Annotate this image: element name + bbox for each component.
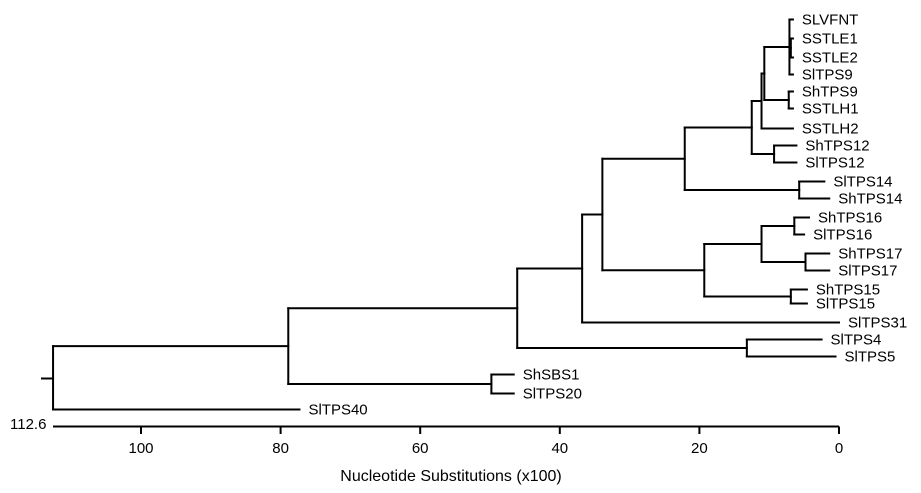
axis-tick-label: 40 xyxy=(551,440,568,457)
axis-ticks: 100 80 60 40 20 0 xyxy=(128,426,843,457)
axis-tick-label: 100 xyxy=(128,440,153,457)
leaf-label: SlTPS4 xyxy=(831,332,882,349)
leaf-label: SlTPS17 xyxy=(838,263,897,280)
axis-tick-label: 80 xyxy=(272,440,289,457)
leaf-label: ShTPS9 xyxy=(802,84,858,101)
leaf-label: ShTPS14 xyxy=(838,191,902,208)
leaf-label: SSTLH2 xyxy=(802,121,859,138)
axis-tick-label: 60 xyxy=(412,440,429,457)
leaf-label: ShTPS12 xyxy=(805,138,869,155)
leaf-label: SSTLH1 xyxy=(802,101,859,118)
leaf-label: SlTPS16 xyxy=(813,227,872,244)
axis-tick-label: 20 xyxy=(691,440,708,457)
leaf-label: SlTPS15 xyxy=(816,296,875,313)
leaf-label: SlTPS31 xyxy=(848,315,907,332)
leaf-label: ShTPS15 xyxy=(816,282,880,299)
leaf-label: ShTPS17 xyxy=(838,246,902,263)
leaf-label: SlTPS20 xyxy=(523,386,582,403)
leaf-label: ShTPS16 xyxy=(818,210,882,227)
leaf-label: SlTPS12 xyxy=(805,155,864,172)
tree-branches xyxy=(41,18,840,411)
axis-tick-label: 0 xyxy=(835,440,843,457)
leaf-label: SSTLE1 xyxy=(802,31,858,48)
leaf-label: ShSBS1 xyxy=(523,367,580,384)
distance-axis: 100 80 60 40 20 0 Nucleotide Substitutions (x… xyxy=(53,425,843,485)
leaf-label: SlTPS14 xyxy=(833,174,892,191)
root-distance-label: 112.6 xyxy=(10,416,46,433)
leaf-label: SlTPS40 xyxy=(308,402,367,419)
leaf-label: SLVFNT xyxy=(802,12,858,29)
leaf-label: SSTLE2 xyxy=(802,50,858,67)
leaf-label: SlTPS9 xyxy=(802,67,853,84)
axis-title: Nucleotide Substitutions (x100) xyxy=(340,468,561,485)
leaf-label: SlTPS5 xyxy=(845,349,896,366)
